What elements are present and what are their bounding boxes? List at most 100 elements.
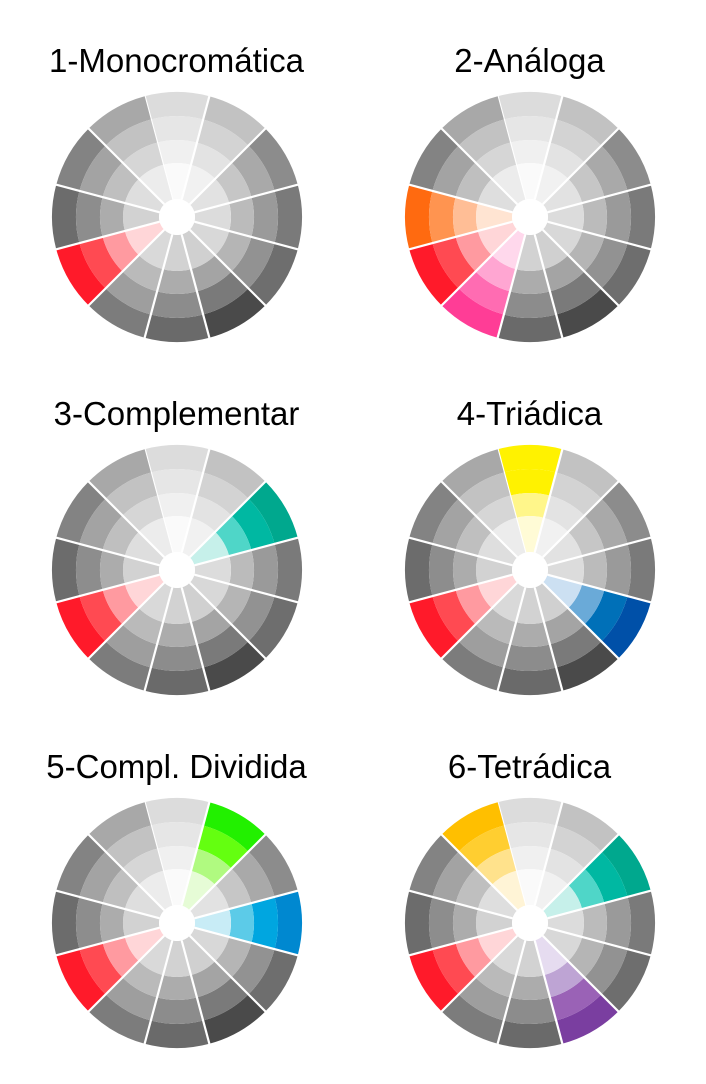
wheel-cell: [79, 589, 123, 642]
wheel-cell: [231, 145, 275, 198]
segment-divider: [143, 940, 174, 1045]
segment-divider: [143, 587, 174, 692]
wheel-segment: [441, 449, 526, 558]
wheel-cell: [248, 481, 298, 544]
highlighted-wheel-segment: [409, 927, 518, 1012]
wheel-segment: [181, 935, 266, 1044]
wheel-segment: [409, 481, 518, 566]
wheel-cell: [584, 236, 628, 289]
segment-divider: [180, 940, 211, 1045]
wheel-cell: [248, 596, 298, 659]
wheel-cell: [582, 550, 608, 590]
wheel-cell: [215, 230, 252, 272]
wheel-cell: [584, 851, 628, 904]
segment-divider: [496, 801, 527, 906]
wheel-cell: [88, 449, 151, 499]
segment-divider: [194, 573, 299, 604]
wheel-cell: [79, 942, 123, 995]
wheel-cell: [144, 445, 210, 473]
wheel-cell: [274, 537, 302, 603]
wheel-cell: [405, 184, 433, 250]
wheel-cell: [601, 481, 651, 544]
wheel-center-hole: [512, 905, 548, 941]
wheel-cell: [215, 515, 252, 557]
wheel-cell: [144, 314, 210, 342]
wheel-cell: [251, 190, 279, 244]
wheel-cell: [138, 935, 173, 976]
wheel-segment: [534, 582, 619, 691]
wheel-title: 4-Triádica: [456, 395, 603, 432]
wheel-cell: [196, 825, 249, 869]
segment-divider: [188, 480, 267, 559]
highlighted-wheel-segment: [56, 927, 165, 1012]
segment-divider: [188, 581, 267, 660]
wheel-center-hole: [159, 905, 195, 941]
wheel-segment: [534, 229, 619, 338]
wheel-cell: [543, 961, 585, 998]
wheel-center-hole: [512, 552, 548, 588]
wheel-cell: [124, 178, 165, 213]
wheel-cell: [274, 184, 302, 250]
wheel-cell: [601, 128, 651, 191]
wheel-cell: [627, 184, 655, 250]
segment-divider: [188, 127, 267, 206]
wheel-cell: [122, 255, 164, 292]
wheel-cell: [189, 574, 230, 609]
segment-divider: [87, 934, 166, 1013]
wheel-cell: [568, 936, 605, 978]
wheel-cell: [231, 236, 275, 289]
wheel-cell: [568, 515, 605, 557]
wheel-cell: [203, 288, 266, 338]
wheel-cell: [88, 288, 151, 338]
wheel-cell: [181, 870, 216, 911]
wheel-cell: [568, 162, 605, 204]
color-wheel: [52, 92, 302, 342]
wheel-cell: [534, 582, 569, 623]
wheel-cell: [122, 608, 164, 645]
wheel-cell: [144, 92, 210, 120]
segment-divider: [440, 480, 519, 559]
wheel-cell: [543, 142, 585, 179]
highlighted-wheel-segment: [189, 481, 298, 566]
wheel-segment: [542, 481, 651, 566]
wheel-center-hole: [159, 552, 195, 588]
highlighted-wheel-segment: [441, 229, 526, 338]
wheel-segment: [56, 481, 165, 566]
wheel-cell: [556, 802, 619, 852]
wheel-segment: [497, 940, 563, 1048]
wheel-segment: [497, 798, 563, 906]
wheel-cell: [441, 96, 504, 146]
segment-divider: [408, 573, 513, 604]
wheel-cell: [52, 184, 80, 250]
wheel-cell: [534, 229, 569, 270]
wheel-cell: [124, 531, 165, 566]
wheel-cell: [138, 164, 173, 205]
segment-divider: [541, 480, 620, 559]
wheel-cell: [584, 145, 628, 198]
wheel-cell: [229, 903, 255, 943]
wheel-cell: [534, 935, 569, 976]
wheel-cell: [503, 997, 557, 1025]
wheel-cell: [477, 221, 518, 256]
wheel-segment: [542, 221, 651, 306]
wheel-cell: [491, 870, 526, 911]
segment-divider: [440, 127, 519, 206]
segment-divider: [143, 234, 174, 339]
wheel-cell: [189, 178, 230, 213]
segment-divider: [496, 587, 527, 692]
wheel-cell: [231, 851, 275, 904]
wheel-cell: [56, 128, 106, 191]
segment-divider: [194, 536, 299, 567]
wheel-cell: [477, 927, 518, 962]
wheel-cell: [88, 641, 151, 691]
wheel-segment: [88, 802, 173, 911]
wheel-cell: [556, 96, 619, 146]
wheel-cell: [428, 543, 456, 597]
wheel-segment: [441, 96, 526, 205]
wheel-cell: [455, 936, 492, 978]
wheel-cell: [549, 271, 602, 315]
segment-divider: [541, 934, 620, 1013]
wheel-segment: [542, 128, 651, 213]
wheel-title: 1-Monocromática: [49, 42, 304, 79]
wheel-cell: [458, 119, 511, 163]
